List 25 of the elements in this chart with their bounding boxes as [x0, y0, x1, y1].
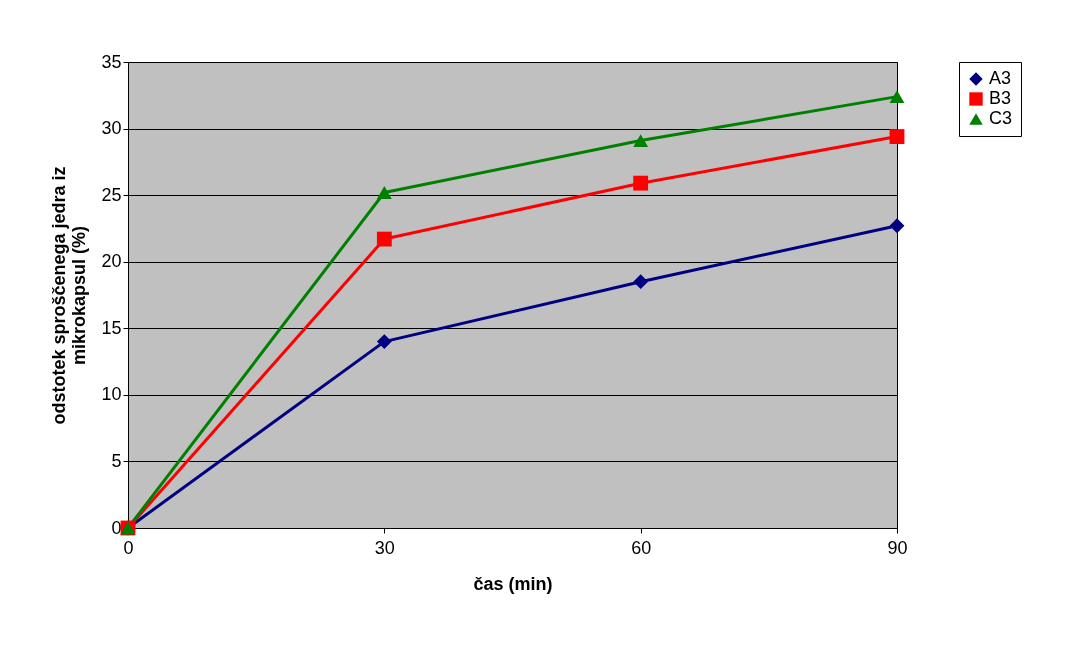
legend-label: B3 [989, 88, 1012, 108]
x-tick-label: 30 [374, 537, 395, 558]
y-tick-label: 30 [101, 118, 122, 139]
point [889, 129, 905, 144]
legend-label: A3 [989, 68, 1012, 88]
point [633, 175, 649, 191]
x-tick-label: 90 [887, 537, 908, 558]
y-tick-label: 25 [101, 184, 122, 205]
y-axis-title: odstotek sproščenega jedra iz mikrokapsul (%) [49, 166, 90, 425]
y-tick-label: 20 [101, 251, 122, 272]
y-tick-label: 15 [101, 317, 122, 338]
y-tick-label: 35 [101, 51, 122, 72]
y-tick-label: 0 [111, 517, 122, 538]
point [889, 90, 905, 104]
point [376, 186, 392, 199]
point [376, 231, 392, 247]
y-tick-label: 5 [111, 450, 122, 471]
point [633, 134, 649, 147]
x-axis-title: čas (min) [473, 573, 553, 594]
point [376, 334, 392, 350]
x-tick-label: 60 [631, 537, 652, 558]
y-tick-label: 10 [101, 384, 122, 405]
point [889, 218, 905, 234]
legend-label: C3 [989, 108, 1013, 128]
point [633, 274, 649, 290]
